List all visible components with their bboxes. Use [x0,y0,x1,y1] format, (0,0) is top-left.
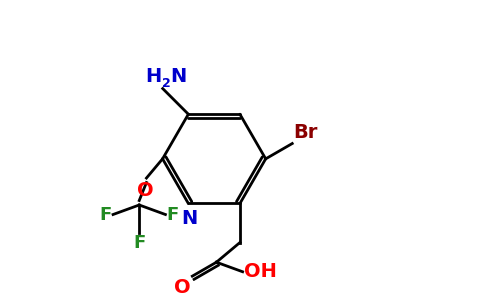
Text: 2: 2 [162,77,171,90]
Text: O: O [137,181,153,200]
Text: OH: OH [244,262,277,281]
Text: F: F [167,206,179,224]
Text: N: N [182,208,198,227]
Text: F: F [99,206,112,224]
Text: H: H [145,67,161,86]
Text: O: O [174,278,191,297]
Text: F: F [133,234,145,252]
Text: Br: Br [294,123,318,142]
Text: N: N [170,67,186,86]
